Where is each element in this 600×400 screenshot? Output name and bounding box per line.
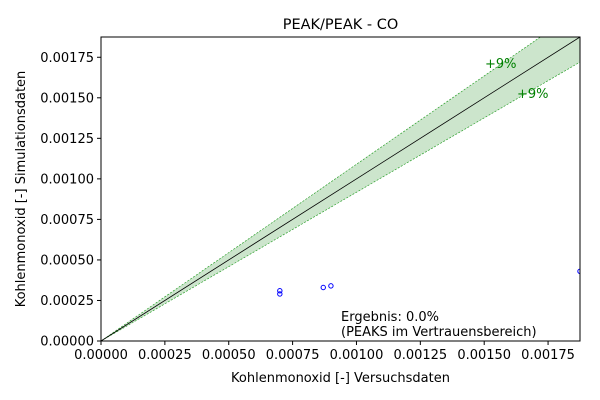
plot-frame (100, 36, 581, 342)
y-tick-label: 0.00125 (40, 132, 94, 147)
x-tick-label: 0.00025 (138, 348, 192, 363)
y-tick-label: 0.00025 (40, 294, 94, 309)
data-points (277, 268, 580, 297)
x-axis: 0.00000 0.00025 0.00050 0.00075 0.00100 0.001… (74, 341, 575, 363)
x-tick-label: 0.00075 (266, 348, 320, 363)
y-axis: 0.00000 0.00025 0.00050 0.00075 0.00100 0.001… (40, 51, 101, 350)
band-label-lower: +9% (517, 87, 549, 102)
data-point (328, 283, 334, 289)
y-tick-label: 0.00050 (40, 253, 94, 268)
y-tick-label: 0.00150 (40, 91, 94, 106)
x-tick-label: 0.00050 (202, 348, 256, 363)
data-point (277, 291, 283, 297)
result-annotation-line-1: Ergebnis: 0.0% (341, 310, 439, 325)
x-tick-label: 0.00100 (330, 348, 384, 363)
band-label-upper: +9% (485, 57, 517, 72)
y-tick-label: 0.00175 (40, 51, 94, 66)
x-tick-label: 0.00150 (457, 348, 511, 363)
chart-title: PEAK/PEAK - CO (283, 17, 399, 33)
x-tick-label: 0.00175 (521, 348, 575, 363)
data-point (277, 288, 283, 294)
result-annotation-line-2: (PEAKS im Vertrauensbereich) (341, 325, 537, 340)
y-axis-label: Kohlenmonoxid [-] Simulationsdaten (14, 71, 29, 308)
confidence-band (101, 37, 580, 341)
data-point (320, 284, 326, 291)
x-axis-label: Kohlenmonoxid [-] Versuchsdaten (231, 371, 450, 386)
plot-area (101, 37, 580, 341)
y-tick-label: 0.00100 (40, 172, 94, 187)
x-tick-label: 0.00125 (393, 348, 447, 363)
x-tick-label: 0.00000 (74, 348, 128, 363)
y-tick-label: 0.00000 (40, 335, 94, 350)
y-tick-label: 0.00075 (40, 213, 94, 228)
